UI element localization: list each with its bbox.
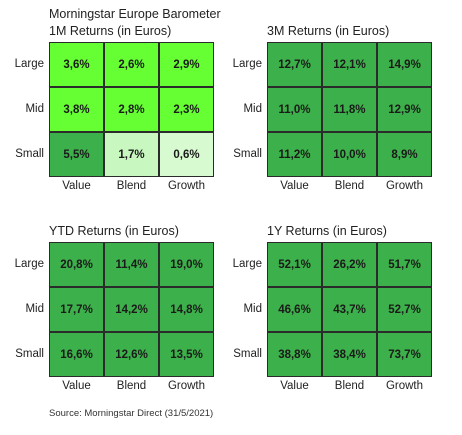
heatmap-cell: 38,8% — [267, 332, 322, 377]
row-label: Large — [14, 257, 44, 270]
row-label: Mid — [25, 302, 44, 315]
heatmap-cell: 11,8% — [322, 87, 377, 132]
heatmap-cell: 46,6% — [267, 287, 322, 332]
heatmap-cell: 12,9% — [377, 87, 432, 132]
row-label: Large — [14, 57, 44, 70]
column-label: Value — [62, 180, 91, 192]
row-label: Large — [232, 57, 262, 70]
row-label: Small — [233, 347, 262, 360]
row-label: Small — [233, 147, 262, 160]
column-label: Growth — [167, 180, 206, 192]
row-label: Mid — [243, 102, 262, 115]
heatmap-cell: 20,8% — [49, 242, 104, 287]
heatmap-cell: 43,7% — [322, 287, 377, 332]
heatmap-cell: 14,9% — [377, 42, 432, 87]
heatmap-cell: 26,2% — [322, 242, 377, 287]
panel-title: 3M Returns (in Euros) — [267, 24, 390, 38]
page-title: Morningstar Europe Barometer — [49, 7, 221, 21]
heatmap-cell: 3,6% — [49, 42, 104, 87]
row-label: Mid — [243, 302, 262, 315]
heatmap-cell: 2,3% — [159, 87, 214, 132]
column-label: Growth — [385, 180, 424, 192]
heatmap-cell: 11,4% — [104, 242, 159, 287]
heatmap-cell: 12,6% — [104, 332, 159, 377]
heatmap-cell: 2,9% — [159, 42, 214, 87]
column-label: Blend — [334, 380, 365, 392]
panel-title: 1M Returns (in Euros) — [49, 24, 172, 38]
heatmap-cell: 11,0% — [267, 87, 322, 132]
source-note: Source: Morningstar Direct (31/5/2021) — [49, 408, 214, 419]
heatmap-cell: 0,6% — [159, 132, 214, 177]
panel-title: YTD Returns (in Euros) — [49, 224, 179, 238]
column-label: Blend — [334, 180, 365, 192]
row-label: Large — [232, 257, 262, 270]
heatmap-cell: 5,5% — [49, 132, 104, 177]
heatmap-cell: 16,6% — [49, 332, 104, 377]
heatmap-cell: 51,7% — [377, 242, 432, 287]
panel-title: 1Y Returns (in Euros) — [267, 224, 387, 238]
column-label: Growth — [385, 380, 424, 392]
column-label: Blend — [116, 180, 147, 192]
heatmap-cell: 52,1% — [267, 242, 322, 287]
row-label: Small — [15, 147, 44, 160]
column-label: Blend — [116, 380, 147, 392]
heatmap-cell: 17,7% — [49, 287, 104, 332]
row-label: Mid — [25, 102, 44, 115]
column-label: Growth — [167, 380, 206, 392]
heatmap-cell: 19,0% — [159, 242, 214, 287]
row-label: Small — [15, 347, 44, 360]
heatmap-cell: 52,7% — [377, 287, 432, 332]
heatmap-cell: 2,8% — [104, 87, 159, 132]
heatmap-cell: 12,7% — [267, 42, 322, 87]
heatmap-cell: 73,7% — [377, 332, 432, 377]
heatmap-cell: 11,2% — [267, 132, 322, 177]
heatmap-cell: 14,2% — [104, 287, 159, 332]
column-label: Value — [280, 380, 309, 392]
heatmap-cell: 13,5% — [159, 332, 214, 377]
heatmap-cell: 14,8% — [159, 287, 214, 332]
heatmap-cell: 12,1% — [322, 42, 377, 87]
heatmap-cell: 38,4% — [322, 332, 377, 377]
heatmap-cell: 2,6% — [104, 42, 159, 87]
column-label: Value — [62, 380, 91, 392]
heatmap-cell: 1,7% — [104, 132, 159, 177]
heatmap-cell: 10,0% — [322, 132, 377, 177]
heatmap-cell: 3,8% — [49, 87, 104, 132]
column-label: Value — [280, 180, 309, 192]
heatmap-cell: 8,9% — [377, 132, 432, 177]
